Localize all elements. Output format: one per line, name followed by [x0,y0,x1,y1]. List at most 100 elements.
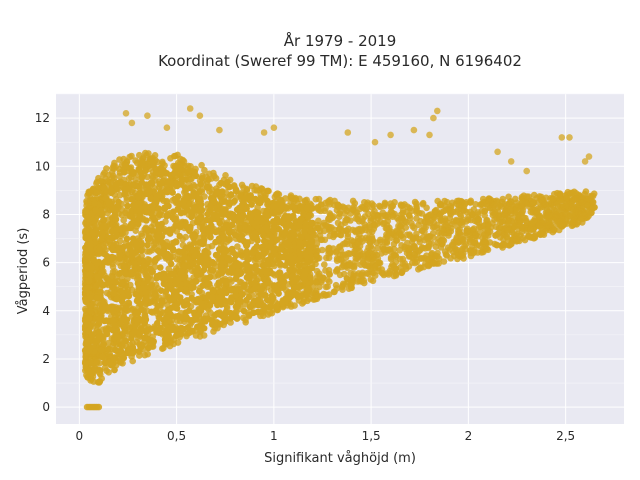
data-point [361,221,369,228]
data-point [138,241,146,248]
data-point [231,216,238,224]
data-point [148,246,156,254]
data-point [257,286,265,294]
data-point [220,250,228,257]
y-tick-label: 4 [42,304,50,318]
data-point [325,270,333,278]
data-point [264,197,271,205]
data-point [430,219,438,226]
data-point [231,231,239,239]
data-point [333,267,341,274]
data-point [99,299,107,307]
data-point [183,194,190,201]
data-point [234,300,242,308]
x-axis-label: Signifikant våghöjd (m) [264,451,416,466]
data-point [578,199,585,206]
data-point [186,227,193,235]
data-point [111,346,119,354]
data-point [170,239,178,246]
data-point [116,237,124,245]
data-point [350,264,358,271]
data-point [138,317,146,324]
data-point [205,176,212,183]
data-point [371,222,379,229]
data-point [590,190,598,197]
data-point [308,219,316,227]
data-point [496,202,504,209]
data-point [223,289,230,297]
data-point [479,195,487,203]
data-point [219,277,226,284]
data-point [273,236,281,243]
data-point [144,227,152,235]
data-point [495,224,503,232]
data-point [484,222,492,229]
data-point [533,208,541,215]
data-point [152,306,160,314]
data-point [132,238,139,246]
data-point [86,271,93,279]
data-point [371,207,378,215]
data-point [481,208,488,215]
data-point [270,210,278,217]
data-point [172,222,180,229]
data-point [276,269,284,276]
data-point [213,189,221,196]
data-point [128,253,135,261]
data-point [138,179,146,186]
data-point [354,252,362,259]
data-point [351,200,359,207]
data-point [317,236,325,243]
data-point [406,214,414,222]
data-point [178,180,185,187]
data-point [142,289,150,296]
data-point [108,317,116,324]
data-point [132,227,139,234]
data-point [176,232,183,240]
data-point [128,169,135,176]
data-point [151,257,159,265]
data-point [325,245,332,252]
data-point [349,206,357,213]
data-point [315,195,323,203]
data-point [221,198,229,205]
data-point [354,235,362,242]
data-point [219,245,227,252]
data-point [287,253,294,260]
data-point [228,269,235,277]
data-point [445,229,453,237]
data-point [83,227,90,235]
data-point [111,322,119,329]
data-point [149,268,156,276]
data-point [456,229,464,237]
data-point [260,247,267,254]
data-point [430,259,437,267]
y-axis-label: Vågperiod (s) [16,228,31,315]
data-point [214,301,221,309]
data-point [459,236,466,243]
data-point [178,175,185,183]
data-point [352,215,360,222]
data-point [93,282,100,290]
data-point [253,243,261,250]
data-point [332,281,340,289]
data-point [401,243,408,251]
data-point [176,166,184,173]
data-point [216,202,223,209]
data-point [249,249,257,256]
data-point [232,275,240,283]
data-point [298,233,305,241]
data-point [470,225,478,232]
data-point [570,188,578,196]
data-point [238,181,246,189]
data-point [91,217,99,224]
data-point [307,274,314,281]
data-point [220,224,227,232]
data-point [116,172,123,180]
data-point [228,245,236,253]
data-point [427,211,435,218]
data-point [361,199,368,206]
data-point [381,200,389,208]
data-point [95,328,102,336]
data-point [156,249,164,256]
